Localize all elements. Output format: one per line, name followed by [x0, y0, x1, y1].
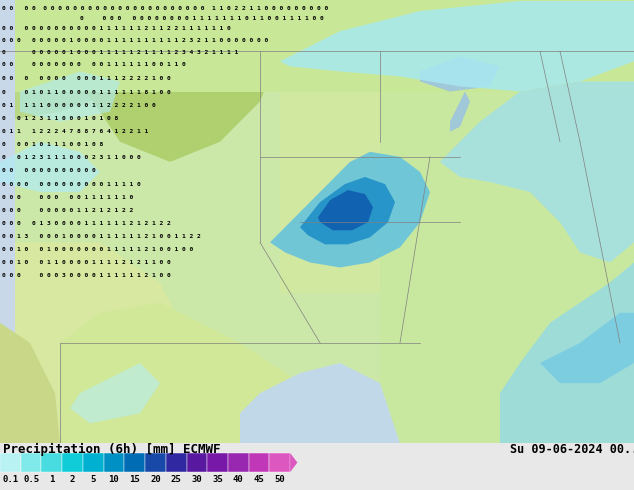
Polygon shape [240, 363, 400, 443]
Polygon shape [0, 0, 200, 122]
Text: 0 0 1 3   0 0 0 1 0 0 0 0 1 1 1 1 1 1 2 1 0 0 1 1 2 2: 0 0 1 3 0 0 0 1 0 0 0 0 1 1 1 1 1 1 2 1 … [2, 234, 201, 239]
Polygon shape [20, 72, 120, 122]
Text: 0 0   0 0 0 0 0 0 0 0 0 0 1 1 1 1 1 1 2 1 1 2 2 1 1 1 1 1 1 0: 0 0 0 0 0 0 0 0 0 0 0 0 1 1 1 1 1 1 2 1 … [2, 25, 231, 31]
Text: 5: 5 [91, 475, 96, 484]
Polygon shape [540, 313, 634, 383]
Bar [380, 0, 634, 443]
Text: 0 0 1 0   0 1 1 0 0 0 0 1 1 1 1 2 1 2 1 1 0 0: 0 0 1 0 0 1 1 0 0 0 0 1 1 1 1 2 1 2 1 1 … [2, 260, 171, 265]
Text: 50: 50 [275, 475, 285, 484]
Bar [41, 453, 62, 472]
Polygon shape [300, 177, 395, 245]
Polygon shape [290, 453, 297, 472]
Text: 15: 15 [129, 475, 140, 484]
Bar [62, 453, 83, 472]
Text: 0.5: 0.5 [23, 475, 39, 484]
Text: 0 0 0   0 0 0 0 0 1 0 0 0 0 1 1 1 1 1 1 1 1 1 1 2 3 2 1 1 0 0 0 0 0 0 0: 0 0 0 0 0 0 0 0 1 0 0 0 0 1 1 1 1 1 1 1 … [2, 38, 268, 43]
Bar [249, 453, 269, 472]
Text: 40: 40 [233, 475, 243, 484]
Polygon shape [318, 190, 373, 230]
Text: 0   0 0 1 0 1 1 1 0 0 1 0 8: 0 0 0 1 0 1 1 1 0 0 1 0 8 [2, 142, 103, 147]
Text: 0.1: 0.1 [3, 475, 18, 484]
Text: 0       0 0 0 0 0 1 0 0 0 1 1 1 1 1 2 1 1 1 1 2 3 4 3 2 1 1 1 1: 0 0 0 0 0 0 1 0 0 0 1 1 1 1 1 2 1 1 1 1 … [2, 50, 238, 55]
Text: 0 1   1 1 1 0 0 0 0 0 0 1 1 2 2 2 2 1 0 0: 0 1 1 1 1 0 0 0 0 0 0 1 1 2 2 2 2 1 0 0 [2, 103, 156, 108]
Text: 0 1 1   1 2 2 2 4 7 8 8 7 6 4 1 2 2 1 1: 0 1 1 1 2 2 2 4 7 8 8 7 6 4 1 2 2 1 1 [2, 129, 148, 134]
Bar [21, 453, 41, 472]
Bar [165, 453, 186, 472]
Text: 45: 45 [254, 475, 264, 484]
Bar [207, 453, 228, 472]
Polygon shape [440, 81, 634, 263]
Text: 0 0 0   0 1 3 0 0 0 0 1 1 1 1 1 1 2 1 2 1 2 2: 0 0 0 0 1 3 0 0 0 0 1 1 1 1 1 1 2 1 2 1 … [2, 220, 171, 226]
Bar [0, 0, 634, 92]
Text: 0 0   0   0 0 0 0   0 0 0 1 1 1 2 2 2 2 1 0 0: 0 0 0 0 0 0 0 0 0 0 1 1 1 2 2 2 2 1 0 0 [2, 76, 171, 81]
Bar [0, 453, 21, 472]
Polygon shape [70, 363, 160, 423]
Text: Su 09-06-2024 00..06 UTC (18+84): Su 09-06-2024 00..06 UTC (18+84) [510, 443, 634, 456]
Polygon shape [450, 92, 470, 132]
Bar [145, 453, 165, 472]
Polygon shape [60, 303, 320, 443]
Text: 0 0 1 0   0 1 0 0 0 0 0 0 0 1 1 1 1 1 2 1 0 0 1 0 0: 0 0 1 0 0 1 0 0 0 0 0 0 0 1 1 1 1 1 2 1 … [2, 247, 193, 252]
Text: 2: 2 [70, 475, 75, 484]
Bar [280, 1, 440, 293]
Text: 0 0 0     0 0 0   0 0 1 1 1 1 1 1 0: 0 0 0 0 0 0 0 0 1 1 1 1 1 1 0 [2, 195, 133, 199]
Text: 0   0 1 2 3 1 1 0 0 0 1 0 1 0 8: 0 0 1 2 3 1 1 0 0 0 1 0 1 0 8 [2, 116, 119, 121]
Polygon shape [80, 0, 280, 162]
Polygon shape [270, 152, 430, 268]
Polygon shape [420, 56, 500, 92]
Text: 30: 30 [191, 475, 202, 484]
Text: 35: 35 [212, 475, 223, 484]
Text: 0   0 1 2 3 1 1 1 0 0 0 2 3 1 1 0 0 0: 0 0 1 2 3 1 1 1 0 0 0 2 3 1 1 0 0 0 [2, 155, 141, 160]
Bar [269, 453, 290, 472]
Text: 0 0 0     0 0 0 0 0 1 1 2 1 2 1 2 2: 0 0 0 0 0 0 0 0 1 1 2 1 2 1 2 2 [2, 208, 133, 213]
Text: 0 0   0 0  0 0 0 0 0 0 0 0 0 0 0 0 0 0 0 0 0 0 0 0 0 0  1 1 0 2 2 1 1 0 0 0 0 0 : 0 0 0 0 0 0 0 0 0 0 0 0 0 0 0 0 0 0 0 0 … [2, 5, 328, 11]
Polygon shape [0, 142, 100, 192]
Bar [186, 453, 207, 472]
Bar [103, 453, 124, 472]
Text: Precipitation (6h) [mm] ECMWF: Precipitation (6h) [mm] ECMWF [3, 443, 221, 457]
Bar [0, 0, 15, 443]
Text: 0     0 0 0   0 0 0 0 0 0 0 0 1 1 1 1 1 1 1 0 1 1 0 0 1 1 1 1 0 0: 0 0 0 0 0 0 0 0 0 0 0 0 1 1 1 1 1 1 1 0 … [80, 16, 324, 21]
Text: 0 0 0 0   0 0 0 0 0 0 0 0 0 1 1 1 1 0: 0 0 0 0 0 0 0 0 0 0 0 0 0 1 1 1 1 0 [2, 181, 141, 187]
Bar [124, 453, 145, 472]
Polygon shape [0, 323, 60, 443]
Text: 0 0   0 0 0 0 0 0 0 0 0 0: 0 0 0 0 0 0 0 0 0 0 0 0 [2, 169, 96, 173]
Text: 10: 10 [108, 475, 119, 484]
Text: 1: 1 [49, 475, 55, 484]
Polygon shape [280, 1, 634, 92]
Text: 20: 20 [150, 475, 161, 484]
Text: 0 0 0     0 0 0 3 0 0 0 0 1 1 1 1 1 1 2 1 0 0: 0 0 0 0 0 0 3 0 0 0 0 1 1 1 1 1 1 2 1 0 … [2, 273, 171, 278]
Polygon shape [500, 263, 634, 443]
Bar [83, 453, 103, 472]
Bar [228, 453, 249, 472]
Text: 25: 25 [171, 475, 181, 484]
Text: 0     0 1 0 1 1 0 0 0 0 0 1 1 1 1 1 1 8 1 0 0: 0 0 1 0 1 1 0 0 0 0 0 1 1 1 1 1 1 8 1 0 … [2, 90, 171, 95]
Polygon shape [0, 243, 200, 443]
Text: 0 0     0 0 0 0 0 0 0   0 0 1 1 1 1 1 1 0 0 1 1 0: 0 0 0 0 0 0 0 0 0 0 0 1 1 1 1 1 1 0 0 1 … [2, 62, 186, 67]
